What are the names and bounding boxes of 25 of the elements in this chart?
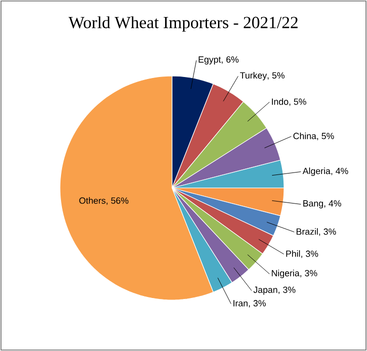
- data-label: , 3%: [319, 228, 336, 236]
- data-label: , 5%: [317, 132, 334, 140]
- data-label: , 3%: [248, 300, 266, 308]
- data-label: , 3%: [301, 250, 318, 258]
- data-label: , 6%: [222, 56, 239, 64]
- data-label: , 5%: [268, 72, 285, 80]
- slice-label: Phil: [286, 250, 300, 257]
- slice-label: Nigeria: [272, 270, 300, 278]
- slice-label: Turkey: [240, 72, 267, 80]
- slice-label: Egypt: [198, 56, 221, 64]
- data-label: , 3%: [278, 286, 296, 294]
- slice-label: Algeria: [302, 168, 330, 176]
- data-label: , 4%: [331, 168, 348, 176]
- chart-title: World Wheat Importers - 2021/22: [68, 16, 298, 32]
- data-label: , 5%: [289, 98, 306, 106]
- slice-label: Brazil: [296, 228, 318, 235]
- data-label: , 3%: [300, 270, 318, 278]
- data-label: , 4%: [324, 200, 342, 208]
- slice-label: Japan: [253, 286, 278, 295]
- slice-label: China: [293, 132, 316, 140]
- data-label: , 56%: [106, 197, 128, 205]
- slice-label: Indo: [272, 98, 288, 105]
- slice-label: Iran: [234, 300, 248, 306]
- slice-label: Others: [79, 197, 106, 204]
- slice-label: Bang: [303, 200, 323, 208]
